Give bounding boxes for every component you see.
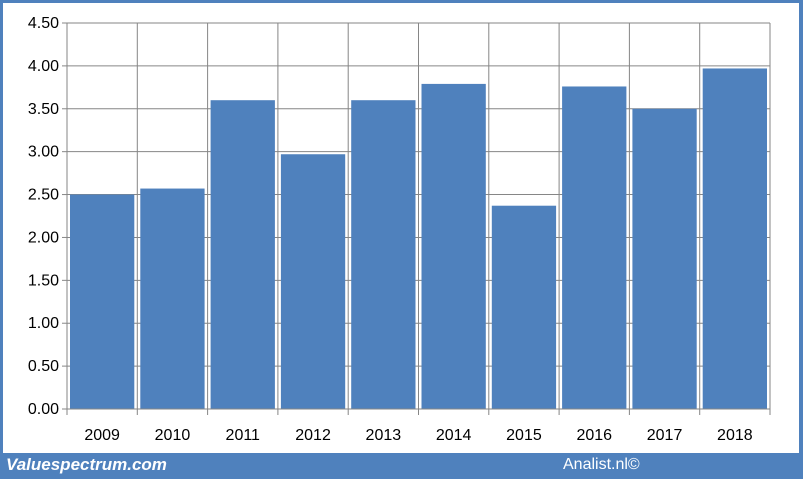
bar-2009 (70, 194, 135, 409)
x-tick-label: 2013 (366, 427, 402, 444)
y-tick-label: 0.50 (28, 358, 59, 375)
y-tick-label: 4.50 (28, 15, 59, 32)
tick-labels: 0.00 0.50 1.00 1.50 2.00 2.50 3.00 3.50 4.00 4.50… (28, 15, 753, 444)
bar-2016 (562, 86, 627, 409)
x-tick-label: 2012 (295, 427, 331, 444)
y-tick-label: 4.00 (28, 58, 59, 75)
bar-2018 (702, 68, 767, 409)
bar-2014 (421, 83, 486, 409)
y-tick-label: 2.50 (28, 187, 59, 204)
bar-2012 (280, 154, 346, 409)
y-tick-label: 1.50 (28, 272, 59, 289)
y-tick-label: 1.00 (28, 315, 59, 332)
x-tick-label: 2017 (647, 427, 683, 444)
x-tick-label: 2014 (436, 427, 472, 444)
x-tick-label: 2009 (84, 427, 120, 444)
bar-2017 (632, 108, 697, 410)
chart-panel: 0.00 0.50 1.00 1.50 2.00 2.50 3.00 3.50 4.00 4.50… (3, 3, 799, 453)
bar-chart: 0.00 0.50 1.00 1.50 2.00 2.50 3.00 3.50 4.00 4.50… (28, 15, 771, 444)
y-tick-label: 3.00 (28, 144, 59, 161)
y-tick-label: 2.00 (28, 229, 59, 246)
footer-source-right: Analist.nl© (563, 456, 640, 473)
y-tick-label: 3.50 (28, 101, 59, 118)
x-tick-label: 2011 (226, 427, 261, 444)
bar-2013 (351, 100, 416, 409)
x-tick-label: 2010 (155, 427, 191, 444)
footer-source-left: Valuespectrum.com (6, 455, 167, 474)
y-tick-label: 0.00 (28, 401, 59, 418)
bar-2015 (491, 205, 557, 409)
bar-2010 (140, 188, 205, 409)
axes (62, 22, 770, 410)
bars (70, 68, 767, 410)
x-tick-label: 2018 (717, 427, 753, 444)
x-tick-label: 2016 (576, 427, 612, 444)
bar-2011 (210, 100, 275, 409)
x-tick-label: 2015 (506, 427, 542, 444)
